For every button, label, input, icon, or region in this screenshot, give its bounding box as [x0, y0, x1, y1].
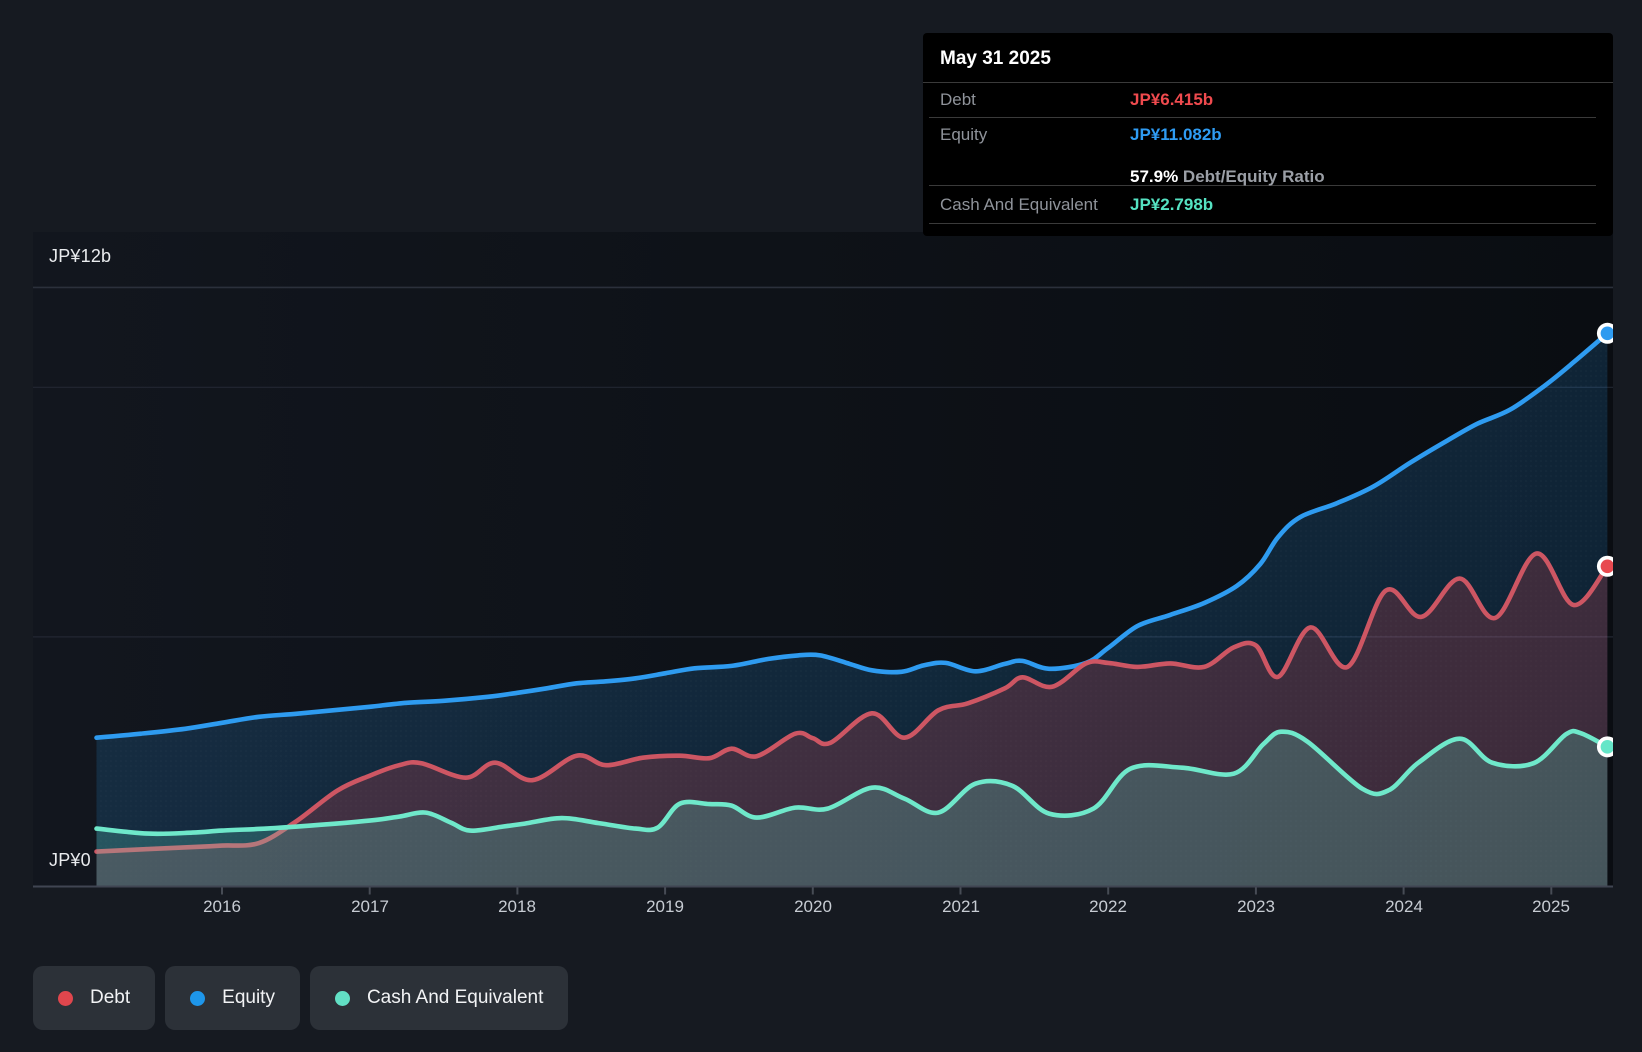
legend-debt-label: Debt — [90, 987, 130, 1009]
tooltip-debt-label: Debt — [940, 90, 976, 110]
cash-dot-icon — [335, 991, 350, 1006]
debt-equity-chart-page: JP¥12b JP¥0 2016 2017 2018 2019 2020 202… — [0, 0, 1642, 1052]
x-tick-label: 2021 — [942, 897, 980, 917]
tooltip-cash-label: Cash And Equivalent — [940, 195, 1098, 215]
ratio-label: Debt/Equity Ratio — [1178, 167, 1324, 186]
tooltip-debt-equity-ratio: 57.9% Debt/Equity Ratio — [1130, 167, 1325, 187]
y-axis-max-label: JP¥12b — [49, 246, 111, 267]
tooltip-equity-label: Equity — [940, 125, 987, 145]
debt-dot-icon — [58, 991, 73, 1006]
x-tick-label: 2020 — [794, 897, 832, 917]
ratio-value: 57.9% — [1130, 167, 1178, 186]
legend-item-cash[interactable]: Cash And Equivalent — [310, 966, 568, 1030]
x-tick-label: 2025 — [1532, 897, 1570, 917]
tooltip-row-debt: Debt JP¥6.415b — [929, 83, 1596, 118]
legend-equity-label: Equity — [222, 987, 275, 1009]
equity-dot-icon — [190, 991, 205, 1006]
chart-tooltip: May 31 2025 Debt JP¥6.415b Equity JP¥11.… — [923, 33, 1613, 236]
tooltip-row-cash: Cash And Equivalent JP¥2.798b — [929, 186, 1596, 224]
legend-item-debt[interactable]: Debt — [33, 966, 155, 1030]
x-tick-label: 2023 — [1237, 897, 1275, 917]
tooltip-equity-value: JP¥11.082b — [1130, 125, 1222, 145]
x-tick-label: 2016 — [203, 897, 241, 917]
tooltip-date: May 31 2025 — [923, 33, 1613, 83]
x-tick-label: 2022 — [1089, 897, 1127, 917]
y-axis-zero-label: JP¥0 — [49, 850, 91, 871]
legend-item-equity[interactable]: Equity — [165, 966, 300, 1030]
x-tick-label: 2019 — [646, 897, 684, 917]
x-tick-label: 2017 — [351, 897, 389, 917]
tooltip-cash-value: JP¥2.798b — [1130, 195, 1213, 215]
chart-legend: Debt Equity Cash And Equivalent — [33, 966, 568, 1030]
x-tick-label: 2024 — [1385, 897, 1423, 917]
legend-cash-label: Cash And Equivalent — [367, 987, 543, 1009]
x-tick-label: 2018 — [498, 897, 536, 917]
tooltip-row-equity: Equity JP¥11.082b 57.9% Debt/Equity Rati… — [929, 118, 1596, 186]
tooltip-debt-value: JP¥6.415b — [1130, 90, 1213, 110]
